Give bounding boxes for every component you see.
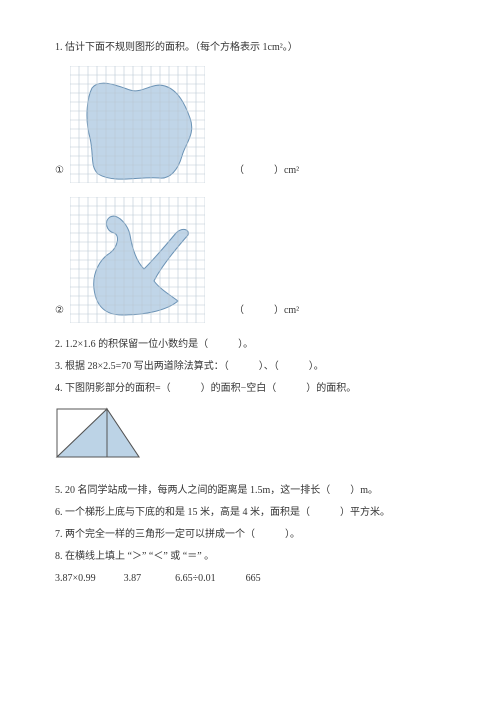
q1-fig1-label: ① [55,163,64,179]
q1-figure-2-block: ② （ ）cm² [55,197,450,323]
q4-text: 4. 下图阴影部分的面积=（ ）的面积−空白（ ）的面积。 [55,381,450,397]
q6-text: 6. 一个梯形上底与下底的和是 15 米，高是 4 米，面积是（ ）平方米。 [55,505,450,521]
q8-a2: 3.87 [124,573,142,584]
q7-text: 7. 两个完全一样的三角形一定可以拼成一个（ ）。 [55,527,450,543]
q4-figure [55,407,450,465]
q1-fig1-answer: （ ）cm² [234,163,299,179]
q5-text: 5. 20 名同学站成一排，每两人之间的距离是 1.5m，这一排长（ ）m。 [55,483,450,499]
q8-b1: 6.65÷0.01 [175,573,216,584]
q1-fig2-answer: （ ）cm² [234,303,299,319]
q1-figure-1-block: ① （ ）cm² [55,66,450,183]
q3-text: 3. 根据 28×2.5=70 写出两道除法算式：（ ）、（ ）。 [55,359,450,375]
q8-b2: 665 [246,573,261,584]
q8-row: 3.87×0.99 3.87 6.65÷0.01 665 [55,571,450,587]
q1-fig2-label: ② [55,303,64,319]
q1-fig1-grid [70,66,205,183]
q1-text: 1. 估计下面不规则图形的面积。（每个方格表示 1cm²。） [55,40,450,56]
q1-fig2-grid [70,197,205,323]
q8-intro: 8. 在横线上填上 “＞” “＜” 或 “＝” 。 [55,549,450,565]
q8-a1: 3.87×0.99 [55,573,96,584]
q2-text: 2. 1.2×1.6 的积保留一位小数约是（ ）。 [55,337,450,353]
